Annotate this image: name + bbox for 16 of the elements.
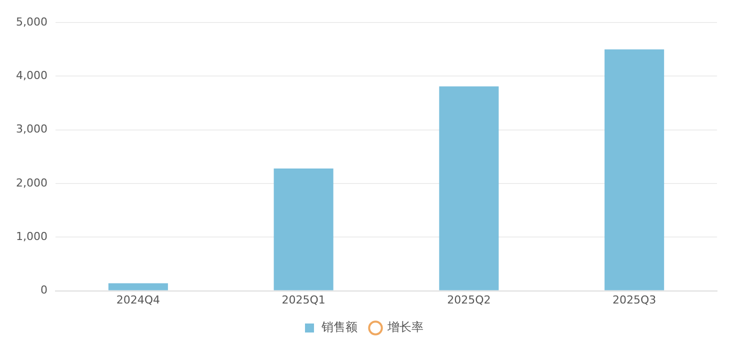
y-tick-label: 4,000: [16, 69, 48, 82]
y-tick-label: 2,000: [16, 176, 48, 190]
bar: [604, 49, 664, 290]
y-tick-label: 0: [40, 284, 48, 297]
y-tick-label: 5,000: [16, 15, 48, 28]
x-tick-label: 2025Q3: [612, 293, 656, 306]
x-tick-label: 2024Q4: [116, 293, 160, 306]
bar: [274, 168, 334, 290]
y-tick-label: 3,000: [16, 122, 48, 136]
x-tick-label: 2025Q1: [282, 293, 326, 306]
x-tick-label: 2025Q2: [447, 293, 491, 306]
bar: [439, 86, 499, 290]
bar: [108, 283, 168, 290]
legend-label: 销售额: [320, 320, 358, 334]
legend-label: 增长率: [386, 320, 424, 334]
y-tick-label: 1,000: [16, 230, 48, 244]
